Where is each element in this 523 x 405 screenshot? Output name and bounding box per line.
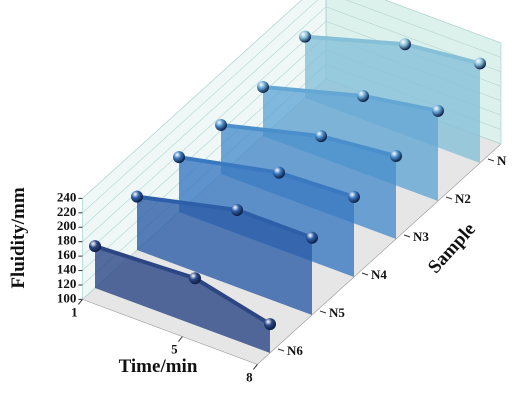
y-tick-label: 220 [57,204,77,219]
z-tick-label: N [497,153,507,168]
y-tick-label: 180 [57,233,77,248]
z-axis-title: Sample [424,219,480,278]
x-tick-label: 5 [171,342,178,357]
point [357,89,369,102]
x-tick [178,336,183,342]
z-tick [319,310,327,314]
point [390,150,402,163]
grid-line [384,0,502,44]
grid-line [82,35,327,257]
z-tick [361,272,369,276]
z-tick-label: N6 [287,343,303,358]
grid-line [82,0,319,214]
x-axis-title: Time/min [119,356,198,377]
point [273,166,285,179]
z-tick-label: N5 [329,305,345,320]
point [189,272,201,285]
z-tick-label: N3 [413,229,429,244]
y-tick-label: 240 [57,189,77,204]
z-tick [403,234,411,238]
grid-line [82,0,303,199]
z-tick [487,158,495,162]
point [131,190,143,203]
z-tick [445,196,453,200]
ribbon [137,196,312,315]
y-tick-label: 200 [57,218,77,233]
point [306,231,318,244]
y-axis-title: Fluidity/mm [8,187,29,289]
point [348,190,360,203]
x-tick-label: 1 [71,304,78,319]
point [231,203,243,216]
grid-line [82,21,327,242]
y-tick-label: 100 [57,290,77,305]
grid-line [345,0,502,58]
point [315,130,327,143]
z-tick [277,348,285,352]
point [264,318,276,331]
point [173,151,185,164]
y-tick-label: 140 [57,262,77,277]
x-tick [78,299,83,305]
point [399,38,411,51]
x-tick-label: 8 [246,369,253,384]
point [257,80,269,93]
y-tick-label: 120 [57,276,77,291]
point [215,118,227,131]
point [474,57,486,70]
grid-line [82,6,327,228]
z-tick-label: N2 [455,191,471,206]
point [432,104,444,117]
ribbon [95,246,270,353]
y-tick-label: 160 [57,247,77,262]
x-tick [253,364,258,370]
z-tick-label: N4 [371,267,387,282]
point [89,240,101,253]
point [299,30,311,43]
